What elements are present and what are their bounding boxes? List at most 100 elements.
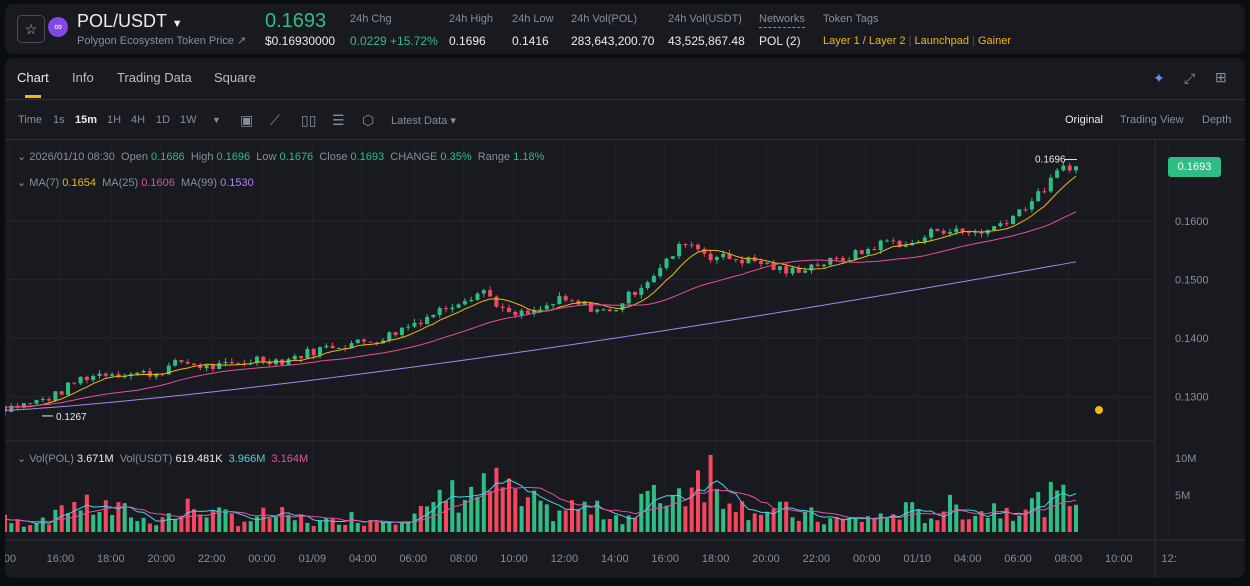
candle xyxy=(84,376,89,381)
candle xyxy=(557,296,562,305)
ma-legend: ⌄ MA(7) 0.1654 MA(25) 0.1606 MA(99) 0.15… xyxy=(17,177,254,189)
candle xyxy=(299,355,304,359)
volume-bar xyxy=(141,517,146,532)
candle xyxy=(462,300,467,305)
latest-data-dropdown[interactable]: Latest Data ▾ xyxy=(391,115,456,127)
candle xyxy=(878,240,883,251)
volume-bar xyxy=(494,467,499,532)
volume-bar xyxy=(192,509,196,532)
candlestick-chart[interactable]: 0.1600 0.1500 0.1400 0.1300 00 16:00 18:00 20:0… xyxy=(5,58,1245,578)
token-price-link[interactable]: Polygon Ecosystem Token Price ↗ xyxy=(77,35,247,47)
hexagon-settings-icon[interactable]: ⬡ xyxy=(362,112,375,128)
interval-1h[interactable]: 1H xyxy=(107,114,122,126)
l: High xyxy=(190,151,214,163)
tab-chart[interactable]: Chart xyxy=(17,70,49,98)
vol-ma-line xyxy=(5,479,1077,524)
candle xyxy=(651,276,656,283)
candle xyxy=(355,339,360,344)
chart-panel: Chart Info Trading Data Square ✦ ⤢ ⊞ Tim… xyxy=(5,58,1245,578)
stat-label: 24h Low xyxy=(512,13,554,25)
tab-info[interactable]: Info xyxy=(72,70,94,85)
current-price-tag: 0.1693 xyxy=(1168,157,1221,177)
vol-ma-line xyxy=(5,486,1077,523)
volume-bar xyxy=(444,500,448,532)
interval-1w[interactable]: 1W xyxy=(180,114,197,126)
candle xyxy=(311,348,316,356)
stat-24h-vol-pol: 283,643,200.70 xyxy=(571,34,655,48)
candlestick-icon[interactable]: ▯▯ xyxy=(301,112,317,128)
candle xyxy=(1029,201,1034,210)
fullscreen-icon[interactable]: ⤢ xyxy=(1184,70,1196,86)
candle xyxy=(53,391,58,401)
l: Range xyxy=(477,151,511,163)
volume-bar xyxy=(910,502,915,532)
candle xyxy=(922,237,927,242)
volume-bar xyxy=(670,494,675,532)
networks-value: POL (2) xyxy=(759,34,801,48)
candle xyxy=(469,299,474,301)
volume-bar xyxy=(664,505,669,532)
candle xyxy=(387,332,392,341)
volume-bar xyxy=(261,507,266,532)
candle xyxy=(683,244,688,246)
indicator-settings-icon[interactable]: ☰ xyxy=(332,112,345,128)
tag-link[interactable]: Gainer xyxy=(977,35,1012,47)
volume-bar xyxy=(689,487,694,532)
candle xyxy=(519,310,524,316)
volume-bar xyxy=(784,501,789,532)
view-trading-view[interactable]: Trading View xyxy=(1120,114,1184,126)
interval-time[interactable]: Time xyxy=(18,114,43,126)
tab-trading-data[interactable]: Trading Data xyxy=(117,70,192,85)
caret-down-icon: ▼ xyxy=(171,18,183,30)
volume-bar xyxy=(721,508,726,532)
networks-label[interactable]: Networks xyxy=(759,13,805,28)
interval-1s[interactable]: 1s xyxy=(53,114,65,126)
candle xyxy=(620,303,625,311)
candle xyxy=(696,244,700,250)
candle xyxy=(204,365,209,369)
pair-selector[interactable]: POL/USDT ▼ xyxy=(77,11,183,32)
volume-bar xyxy=(40,517,45,532)
candle xyxy=(450,307,455,310)
x-tick-label: 06:00 xyxy=(1004,553,1032,565)
candle xyxy=(727,253,732,260)
candle xyxy=(21,403,26,408)
x-tick-label: 16:00 xyxy=(47,553,75,565)
volume-bar xyxy=(236,526,241,532)
layout-grid-icon[interactable]: ⊞ xyxy=(1215,69,1227,85)
tag-link[interactable]: Launchpad xyxy=(914,35,969,47)
candle xyxy=(444,308,448,310)
ai-sparkle-icon[interactable]: ✦ xyxy=(1153,70,1165,86)
candle xyxy=(765,262,770,264)
interval-dropdown-icon[interactable]: ▼ xyxy=(212,115,221,125)
candle xyxy=(872,248,877,251)
favorite-star-icon[interactable]: ☆ xyxy=(17,15,45,43)
candle xyxy=(614,310,619,312)
x-tick-label: 08:00 xyxy=(1055,553,1083,565)
volume-bar xyxy=(248,521,253,532)
volume-bar xyxy=(544,504,549,532)
view-original[interactable]: Original xyxy=(1065,114,1103,126)
candle xyxy=(116,374,121,378)
interval-15m[interactable]: 15m xyxy=(75,114,98,126)
tag-link[interactable]: Layer 1 / Layer 2 xyxy=(823,35,906,47)
volume-bar xyxy=(513,488,518,532)
interval-1d[interactable]: 1D xyxy=(156,114,171,126)
interval-4h[interactable]: 4H xyxy=(131,114,146,126)
candle xyxy=(834,257,839,259)
view-depth[interactable]: Depth xyxy=(1202,114,1232,126)
line-chart-icon[interactable]: ⟋ xyxy=(270,112,280,128)
candle xyxy=(286,359,291,365)
candle xyxy=(179,360,184,363)
candle xyxy=(626,291,631,304)
calendar-icon[interactable]: ▣ xyxy=(240,112,254,128)
stat-24h-change: 0.0229 +15.72% xyxy=(350,34,438,48)
range-value: 1.18% xyxy=(513,151,545,163)
stat-24h-vol-usdt: 43,525,867.48 xyxy=(668,34,745,48)
candle xyxy=(582,302,587,305)
candle xyxy=(677,244,682,257)
chart-toolbar: Time 1s 15m 1H 4H 1D 1W ▼ ▣ ⟋ ▯▯ ☰ ⬡ Lat… xyxy=(5,100,1245,140)
candle xyxy=(903,245,908,247)
low-price-marker: 0.1267 xyxy=(56,412,87,423)
tab-square[interactable]: Square xyxy=(214,70,256,85)
